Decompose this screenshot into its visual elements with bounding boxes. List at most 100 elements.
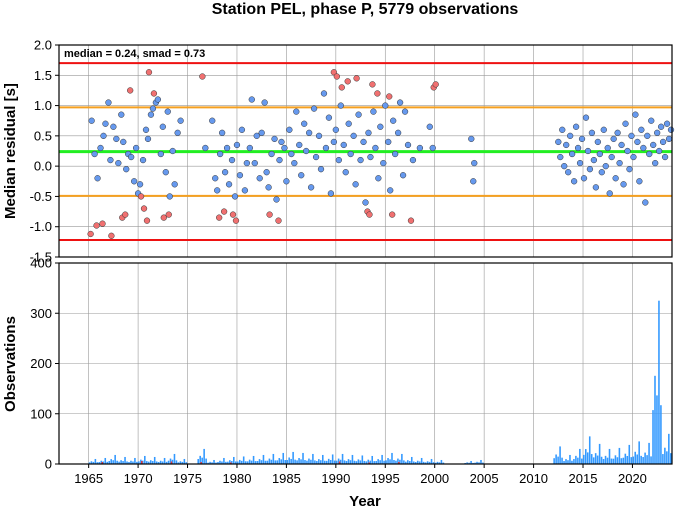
observation-bar (586, 452, 589, 464)
residual-point (574, 144, 582, 152)
residual-point (604, 144, 611, 152)
residual-point (580, 175, 588, 182)
observation-bar (335, 460, 338, 464)
observation-bar (316, 461, 318, 464)
observation-bar (482, 462, 484, 464)
observation-bar (124, 456, 126, 464)
residual-point (642, 199, 649, 206)
residual-point (606, 190, 613, 197)
residual-point (199, 73, 206, 80)
observation-bar (478, 462, 480, 464)
residual-point (278, 138, 285, 146)
residual-point (620, 181, 627, 188)
residual-point (322, 144, 330, 152)
observation-bar (600, 456, 603, 464)
observation-bar (272, 453, 275, 464)
observation-bar (442, 462, 445, 464)
residual-point (303, 147, 310, 155)
residual-point (596, 150, 603, 158)
x-tick-label: 1980 (223, 471, 252, 486)
residual-point (390, 117, 397, 124)
observation-bar (414, 462, 417, 464)
residual-point (253, 132, 260, 140)
residual-point (355, 111, 362, 118)
residual-y-tick-label: 1.5 (34, 68, 52, 83)
observation-bar (165, 461, 168, 464)
observation-bar (577, 457, 579, 464)
observation-bar (88, 462, 91, 464)
observation-bar (476, 461, 478, 464)
residual-point (344, 78, 351, 85)
observation-bar (207, 462, 209, 464)
observation-bar-outlier (338, 461, 341, 464)
residual-point (296, 141, 303, 149)
observation-bar (630, 457, 633, 464)
observation-bar (424, 462, 427, 464)
x-tick-label: 1990 (321, 471, 350, 486)
observation-bar (169, 458, 172, 464)
residual-frame (58, 44, 673, 258)
observation-bar (347, 459, 350, 464)
observation-bar (561, 457, 563, 464)
observation-bar (250, 460, 253, 464)
observation-bar (405, 461, 407, 464)
observation-bar (298, 458, 300, 464)
observation-bar (553, 458, 555, 464)
observation-bar (401, 453, 403, 464)
residual-point (432, 81, 439, 88)
observation-bar (383, 460, 385, 464)
observation-bar (219, 460, 221, 464)
observation-bar (327, 458, 330, 464)
observation-bar (201, 457, 203, 464)
residual-point (369, 81, 376, 88)
observation-bar (136, 461, 138, 464)
residual-point (409, 156, 417, 164)
residual-point (139, 156, 147, 164)
observation-bar (325, 460, 328, 464)
residual-point (382, 102, 389, 109)
observation-bar (252, 455, 255, 464)
residual-point (108, 232, 115, 239)
residual-point (137, 193, 145, 200)
observation-bar (132, 461, 134, 464)
residual-y-ticks: -1.5 -1.0 -0.5 0.0 0.5 1.0 1.5 2.0 (30, 38, 59, 265)
observation-bar (134, 457, 136, 464)
observation-bar (159, 460, 162, 464)
residual-y-tick-label: -1.0 (30, 219, 52, 234)
observation-bar (569, 454, 571, 464)
residual-point (646, 150, 653, 158)
residual-point (396, 99, 404, 106)
residual-point (370, 108, 377, 115)
residual-point (144, 135, 152, 143)
residual-point (286, 126, 293, 133)
residual-point (143, 217, 151, 224)
residual-point (258, 129, 265, 136)
residual-point (320, 90, 328, 97)
residual-point (93, 222, 100, 229)
residual-point (268, 150, 275, 158)
observation-bar (140, 459, 142, 464)
residual-point (634, 138, 641, 146)
observation-bar (395, 460, 397, 464)
residual-panel: -1.5 -1.0 -0.5 0.0 0.5 1.0 1.5 2.0 median = 0.2… (2, 38, 675, 265)
residual-point (276, 156, 283, 164)
residual-point (99, 220, 106, 227)
residual-point (572, 123, 580, 130)
observation-bar (318, 459, 320, 464)
residual-point (223, 144, 231, 152)
residual-point (590, 156, 598, 164)
observation-bar (341, 453, 344, 464)
residual-point (360, 138, 367, 146)
observation-bar (632, 456, 635, 464)
residual-y-axis-label: Median residual [s] (2, 83, 19, 219)
residual-point (661, 153, 669, 161)
observation-bar (343, 460, 346, 464)
residual-point (404, 141, 412, 149)
residual-point (251, 159, 258, 167)
observations-y-ticks: 0 100 200 300 400 (30, 256, 59, 472)
x-tick-label: 1995 (371, 471, 400, 486)
observation-bar (233, 456, 235, 464)
observation-bar (302, 452, 304, 464)
residual-point (598, 169, 605, 176)
